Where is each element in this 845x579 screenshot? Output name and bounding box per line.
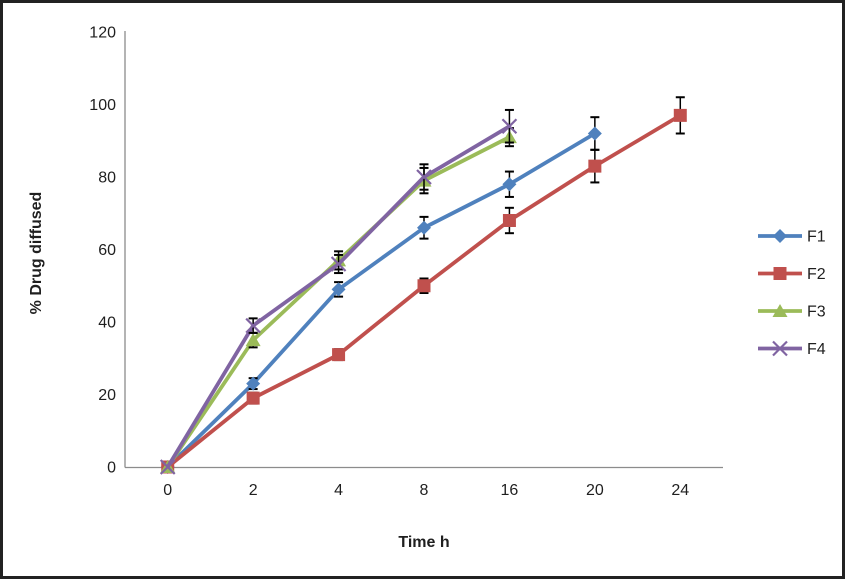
x-tick-label: 0: [163, 482, 172, 499]
x-tick-label: 8: [420, 482, 429, 499]
marker-diamond: [331, 282, 346, 297]
legend-entry-F2: F2: [758, 266, 826, 283]
series-F2: [161, 96, 687, 474]
legend-label-F2: F2: [807, 266, 826, 283]
axes: [124, 31, 723, 469]
marker-diamond: [587, 126, 602, 141]
y-axis-title: % Drug diffused: [28, 192, 45, 315]
y-tick-label: 40: [98, 315, 116, 332]
x-axis-title: Time h: [398, 534, 449, 551]
y-tick-label: 0: [107, 460, 116, 477]
legend-label-F1: F1: [807, 229, 826, 246]
x-tick-label: 2: [249, 482, 258, 499]
legend-entry-F3: F3: [758, 304, 826, 321]
marker-x: [245, 317, 261, 334]
marker-x: [501, 118, 518, 135]
y-tick-label: 60: [98, 242, 116, 259]
marker-triangle: [245, 333, 261, 347]
marker-x: [159, 459, 176, 475]
y-tick-labels: 0 20 40 60 80 100 120: [89, 25, 116, 477]
marker-diamond: [246, 376, 261, 391]
marker-x: [416, 169, 432, 185]
marker-square: [502, 214, 516, 227]
legend-label-F3: F3: [807, 304, 826, 321]
marker-diamond: [502, 177, 517, 192]
marker-square: [246, 391, 260, 405]
y-tick-label: 120: [89, 25, 116, 42]
legend-entry-F4: F4: [758, 340, 826, 358]
series-line-F1: [166, 131, 596, 469]
legend-label-F4: F4: [807, 341, 826, 358]
marker-square: [773, 267, 787, 280]
series-F1: [160, 116, 602, 474]
marker-x: [330, 256, 347, 272]
marker-diamond: [773, 229, 787, 243]
x-tick-label: 20: [586, 482, 604, 499]
marker-square: [673, 108, 687, 122]
y-tick-label: 80: [98, 170, 116, 187]
legend-entry-F1: F1: [758, 229, 826, 246]
marker-square: [332, 348, 346, 362]
marker-diamond: [417, 220, 431, 235]
marker-square: [588, 159, 602, 173]
y-tick-label: 20: [98, 387, 116, 404]
y-tick-label: 100: [89, 97, 116, 114]
x-tick-label: 4: [334, 482, 343, 499]
x-tick-labels: 0 2 4 8 16 20 24: [163, 482, 689, 499]
x-tick-label: 24: [671, 482, 689, 499]
series-F4: [159, 108, 518, 475]
legend: F1 F2 F3 F4: [758, 229, 826, 358]
marker-triangle: [772, 304, 788, 317]
x-tick-label: 16: [501, 482, 519, 499]
marker-x: [772, 340, 788, 357]
marker-square: [417, 279, 431, 293]
